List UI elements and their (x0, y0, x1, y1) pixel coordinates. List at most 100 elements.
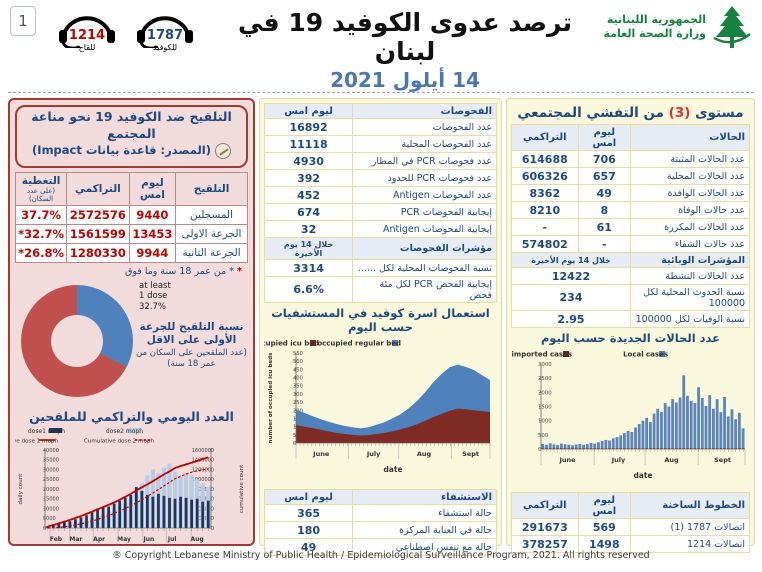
table-header-row: الخطوط الساخنة ليوم امس التراكمي (511, 492, 750, 519)
cell-value: 12422 (511, 267, 631, 285)
cell-value: 2.95 (511, 310, 631, 328)
svg-text:450: 450 (293, 367, 303, 373)
row-label: عدد الحالات المثبتة (630, 150, 750, 168)
headset-icon (137, 16, 193, 51)
svg-text:Feb: Feb (50, 536, 63, 543)
table-row: عدد الحالات الوافدة 49 8362 (511, 184, 750, 202)
cell-value: 234 (511, 284, 631, 311)
level-title-suffix: من التفشي المجتمعي (517, 105, 669, 121)
col-header: التراكمي (66, 171, 130, 206)
table-row: حالة في العناية المركزة 180 (263, 521, 497, 539)
hotlines-table: الخطوط الساخنة ليوم امس التراكمي اتصالات 17… (511, 492, 750, 553)
svg-text:1400000: 1400000 (192, 457, 214, 463)
table-row: اتصالات 1787 (1) 569 291673 (511, 518, 750, 536)
table-row: إيجابية الفحوصات PCR 674 (263, 203, 497, 221)
svg-text:July: July (611, 456, 626, 464)
cell-value: 392 (263, 169, 354, 187)
svg-text:2500: 2500 (538, 376, 552, 382)
row-label: عدد فحوصات PCR في المطار (352, 152, 497, 170)
svg-text:1000: 1000 (538, 419, 552, 425)
cell-value: 8362 (511, 184, 579, 202)
data-table: الفحوصات ليوم امس عدد الفحوصات 16892 عدد الف… (263, 103, 497, 303)
report-date: 14 أيلول 2021 (330, 68, 480, 92)
vaccination-panel: التلقيح ضد الكوفيد 19 نحو مناعة المجتمع … (0, 98, 255, 546)
cell-value: 37.7% (14, 204, 68, 225)
table-row: عدد الحالات المحلية 657 606326 (511, 167, 750, 185)
svg-text:imported cases: imported cases (512, 351, 572, 359)
donut-data-label: at least 1 dose 32.7% (139, 280, 171, 312)
cell-value: 13453 (128, 223, 177, 244)
cell-value: 1498 (577, 535, 632, 553)
ministry-name-line1: الجمهورية اللبنانية (606, 13, 706, 27)
vaccine-hotline-label: للقاح (78, 43, 96, 52)
cell-value: 1561599 (66, 223, 130, 244)
table-row: المسجلين 9440 2572576 37.7% (14, 204, 248, 225)
table-row: عدد الفحوصات Antigen 452 (263, 186, 497, 204)
row-label: عدد الفحوصات المحلية (352, 135, 497, 153)
col-header: ليوم امس (263, 103, 354, 119)
row-label: عدد حالات الشفاء (630, 235, 750, 253)
col-header: الحالات (630, 124, 750, 151)
cell-value: 11118 (263, 135, 354, 153)
new-cases-chart: imported cases Local cases 0 500 1000 1500 200… (512, 351, 746, 480)
svg-text:25000: 25000 (43, 477, 59, 483)
table-row: عدد الحالات المكررة 61- (511, 218, 750, 236)
svg-text:5000: 5000 (43, 516, 56, 522)
table-row: نسبة الوفيات لكل 100000 2.95 (511, 310, 750, 328)
row-label: المؤشرات الوبائية (630, 252, 750, 268)
table-row: عدد الفحوصات المحلية 11118 (263, 135, 497, 153)
row-label: عدد الفحوصات Antigen (352, 186, 497, 204)
row-label: عدد الفحوصات (352, 118, 497, 136)
svg-text:occupied icu bed: occupied icu bed (264, 340, 319, 348)
covid-hotline-badge: 1787 للكوفيد (130, 8, 200, 52)
table-row: مؤشرات الفحوصات خلال 14 يوم الأخيرة (263, 237, 497, 260)
table-row: عدد الفحوصات 16892 (263, 118, 497, 136)
svg-text:500: 500 (538, 433, 549, 439)
table-row: عدد حالات الشفاء -574802 (511, 235, 750, 253)
age-footnote: * * من عمر 18 سنة وما فوق (124, 265, 242, 277)
level-number: (3) (668, 105, 691, 121)
donut-hole (51, 314, 103, 367)
col-header: الاستشفاء (352, 489, 497, 505)
report-title-block: ترصد عدوى الكوفيد 19 في لبنان 14 أيلول 2… (205, 8, 605, 92)
cell-value: 9440 (128, 204, 177, 225)
row-label: الجرعة الاولى (175, 223, 248, 244)
vaccination-table: التلقيح ليوم امس التراكمي التغطية (على ع… (14, 171, 248, 263)
cases-table: الحالات ليوم امس التراكمي عدد الحالات المثب… (511, 124, 750, 328)
svg-text:2000: 2000 (538, 390, 552, 396)
row-label: عدد فحوصات PCR للحدود (352, 169, 497, 187)
row-label: عدد حالات الوفاة (630, 201, 750, 219)
svg-text:1600000: 1600000 (192, 447, 214, 453)
svg-text:Aug: Aug (417, 450, 432, 458)
donut-caption-note: (عدد الملقحين على السكان من عمر 18 سنة) (136, 347, 247, 369)
svg-text:Jul: Jul (167, 536, 177, 543)
cell-value: 606326 (511, 167, 579, 185)
table-row: عدد الحالات النشطة 12422 (511, 267, 750, 285)
svg-text:0: 0 (43, 525, 46, 531)
svg-text:June: June (558, 456, 576, 464)
cell-value: - (511, 218, 579, 236)
col-header: التغطية (على عدد السكان) (14, 171, 68, 206)
svg-text:Apr: Apr (93, 536, 105, 543)
col-header-note: (على عدد السكان) (26, 186, 56, 203)
svg-text:1000000: 1000000 (192, 477, 214, 483)
data-table: الاستشفاء ليوم امس حالة استشفاء 365 حالة في … (263, 489, 497, 556)
row-label: إيجابية الفحوصات PCR (352, 203, 497, 221)
svg-text:400: 400 (293, 376, 303, 382)
cell-value: 6.6% (263, 276, 354, 303)
svg-text:250: 250 (293, 400, 303, 406)
data-table: الخطوط الساخنة ليوم امس التراكمي اتصالات 17… (511, 492, 750, 553)
svg-text:Mar: Mar (69, 536, 82, 543)
row-label: مؤشرات الفحوصات (352, 237, 497, 260)
vaccination-panel-title: التلقيح ضد الكوفيد 19 نحو مناعة المجتمع … (15, 105, 248, 168)
col-header: الخطوط الساخنة (630, 492, 750, 519)
svg-text:500: 500 (293, 359, 303, 365)
svg-text:date: date (633, 471, 652, 480)
cell-value: 706 (577, 150, 632, 168)
svg-text:date: date (383, 465, 402, 474)
row-label: عدد الحالات الوافدة (630, 184, 750, 202)
table-row: اتصالات 1214 1498 378257 (511, 535, 750, 553)
svg-text:30000: 30000 (43, 467, 59, 473)
svg-text:dose2 moph: dose2 moph (106, 428, 143, 435)
